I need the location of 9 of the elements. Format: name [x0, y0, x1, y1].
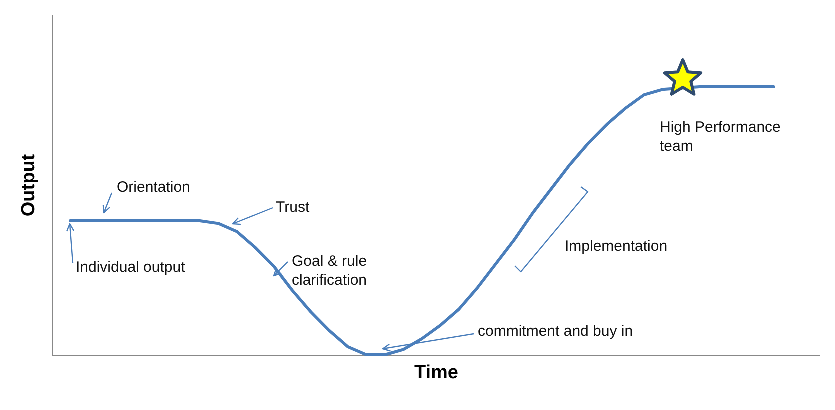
annotation: Individual output — [76, 258, 186, 277]
x-axis-title: Time — [414, 362, 459, 384]
annotation: Goal & rule clarification — [292, 252, 368, 290]
annotation: Implementation — [565, 237, 668, 256]
annotation: Orientation — [117, 178, 190, 197]
annotation: Trust — [276, 198, 310, 217]
annotation: High Performance team — [660, 118, 782, 156]
y-axis-title: Output — [18, 154, 40, 217]
annotation: commitment and buy in — [478, 322, 634, 341]
